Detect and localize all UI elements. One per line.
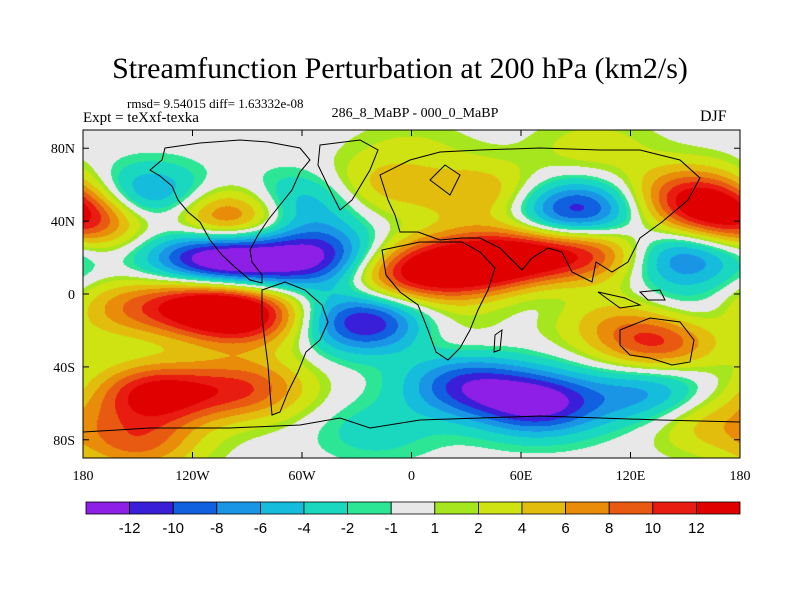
y-axis: 80N 40N 0 40S 80S — [51, 142, 740, 449]
colorbar-swatch — [434, 501, 479, 515]
coast-australia — [619, 317, 695, 366]
x-tick-label: 60E — [510, 469, 533, 484]
colorbar-swatch — [608, 501, 654, 515]
colorbar-label: 10 — [644, 520, 661, 537]
colorbar-swatch — [216, 501, 261, 515]
x-tick-label: 180 — [73, 469, 94, 484]
coast-south-america — [261, 281, 329, 416]
y-tick-label: 0 — [68, 288, 75, 303]
colorbar-swatch — [85, 501, 130, 515]
x-tick-label: 120W — [175, 469, 210, 484]
colorbar-swatch — [259, 501, 305, 515]
colorbar: -12 -10 -8 -6 -4 -2 -1 1 2 4 6 8 10 12 — [85, 501, 741, 537]
coast-scandinavia — [429, 164, 461, 196]
x-tick-label: 120E — [616, 469, 646, 484]
chart-title: Streamfunction Perturbation at 200 hPa (… — [112, 52, 688, 85]
coast-madagascar — [493, 328, 503, 353]
field-raster — [83, 130, 740, 458]
coast-maritime — [597, 289, 666, 309]
colorbar-label: 6 — [561, 520, 569, 537]
colorbar-label: -6 — [254, 520, 267, 537]
x-tick-label: 180 — [730, 469, 751, 484]
y-tick-label: 40N — [51, 215, 75, 230]
colorbar-swatch — [129, 501, 174, 515]
colorbar-swatch — [521, 501, 566, 515]
colorbar-swatch — [303, 501, 348, 515]
coast-eurasia — [379, 147, 701, 283]
colorbar-swatch — [696, 501, 741, 515]
y-tick-label: 40S — [53, 361, 75, 376]
x-tick-label: 0 — [408, 469, 415, 484]
coast-africa — [381, 241, 496, 361]
x-axis: 180 120W 60W 0 60E 120E 180 — [73, 130, 751, 484]
colorbar-swatch — [565, 501, 610, 515]
colorbar-label: 4 — [518, 520, 526, 537]
experiment-label: Expt = teXxf-texka — [83, 110, 199, 126]
colorbar-swatch — [390, 501, 436, 515]
colorbar-swatch — [172, 501, 218, 515]
y-tick-label: 80N — [51, 142, 75, 157]
colorbar-label: -1 — [385, 520, 398, 537]
y-tick-label: 80S — [53, 434, 75, 449]
coast-greenland — [317, 139, 379, 211]
colorbar-label: -12 — [119, 520, 141, 537]
stats-text: rmsd= 9.54015 diff= 1.63332e-08 — [127, 96, 304, 111]
colorbar-label: 8 — [605, 520, 613, 537]
comparison-label: 286_8_MaBP - 000_0_MaBP — [331, 106, 499, 121]
colorbar-label: 1 — [431, 520, 439, 537]
colorbar-swatch — [652, 501, 697, 515]
colorbar-label: 12 — [688, 520, 705, 537]
colorbar-label: -4 — [297, 520, 310, 537]
season-label: DJF — [700, 108, 727, 125]
colorbar-swatch — [347, 501, 392, 515]
coastline — [83, 139, 740, 433]
colorbar-label: 2 — [474, 520, 482, 537]
coast-antarctica — [83, 415, 740, 433]
colorbar-label: -10 — [162, 520, 184, 537]
colorbar-label: -8 — [210, 520, 223, 537]
x-tick-label: 60W — [288, 469, 316, 484]
field-map — [83, 130, 740, 458]
colorbar-swatch — [477, 501, 523, 515]
coast-north-america — [149, 139, 311, 284]
colorbar-label: -2 — [341, 520, 354, 537]
